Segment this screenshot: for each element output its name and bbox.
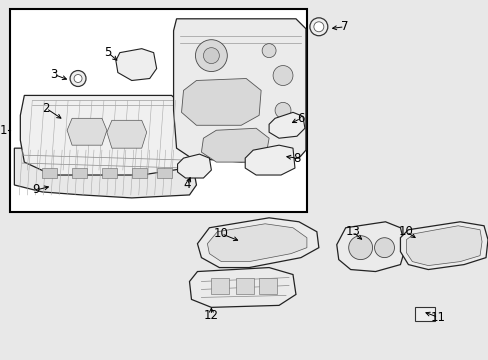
- Polygon shape: [268, 112, 305, 138]
- Polygon shape: [259, 278, 277, 294]
- Circle shape: [309, 18, 327, 36]
- Text: 5: 5: [104, 46, 111, 59]
- Circle shape: [374, 238, 394, 258]
- Text: 7: 7: [340, 20, 348, 33]
- Polygon shape: [400, 222, 487, 270]
- Polygon shape: [236, 278, 254, 294]
- Polygon shape: [14, 148, 196, 198]
- Text: 9: 9: [32, 184, 40, 197]
- Polygon shape: [156, 168, 171, 178]
- Bar: [10, 9, 306, 212]
- Text: 8: 8: [293, 152, 300, 165]
- Polygon shape: [107, 120, 146, 148]
- Polygon shape: [72, 168, 87, 178]
- Text: 3: 3: [50, 68, 58, 81]
- Text: 13: 13: [345, 225, 359, 238]
- Circle shape: [70, 71, 86, 86]
- Polygon shape: [42, 168, 57, 178]
- Polygon shape: [211, 278, 229, 294]
- Circle shape: [313, 22, 323, 32]
- Polygon shape: [244, 145, 294, 175]
- Circle shape: [275, 102, 290, 118]
- Circle shape: [203, 48, 219, 64]
- Polygon shape: [181, 78, 261, 125]
- Circle shape: [348, 236, 372, 260]
- Polygon shape: [197, 218, 318, 267]
- Text: 10: 10: [213, 227, 228, 240]
- Text: 1: 1: [0, 124, 7, 137]
- Polygon shape: [173, 19, 305, 162]
- Circle shape: [262, 44, 276, 58]
- Text: 12: 12: [203, 309, 219, 322]
- Text: 4: 4: [183, 179, 191, 192]
- Polygon shape: [207, 224, 306, 262]
- Circle shape: [74, 75, 82, 82]
- Polygon shape: [116, 49, 156, 81]
- Circle shape: [195, 40, 227, 72]
- Polygon shape: [336, 222, 405, 271]
- Polygon shape: [406, 226, 481, 266]
- Bar: [414, 307, 434, 321]
- Polygon shape: [102, 168, 117, 178]
- Polygon shape: [189, 267, 295, 307]
- Polygon shape: [131, 168, 146, 178]
- Text: 10: 10: [398, 225, 413, 238]
- Text: 11: 11: [430, 311, 445, 324]
- Text: 2: 2: [42, 102, 50, 115]
- Polygon shape: [67, 118, 107, 145]
- Text: 6: 6: [297, 112, 304, 125]
- Polygon shape: [177, 154, 211, 178]
- Polygon shape: [201, 128, 268, 162]
- Polygon shape: [20, 95, 191, 175]
- Circle shape: [272, 66, 292, 85]
